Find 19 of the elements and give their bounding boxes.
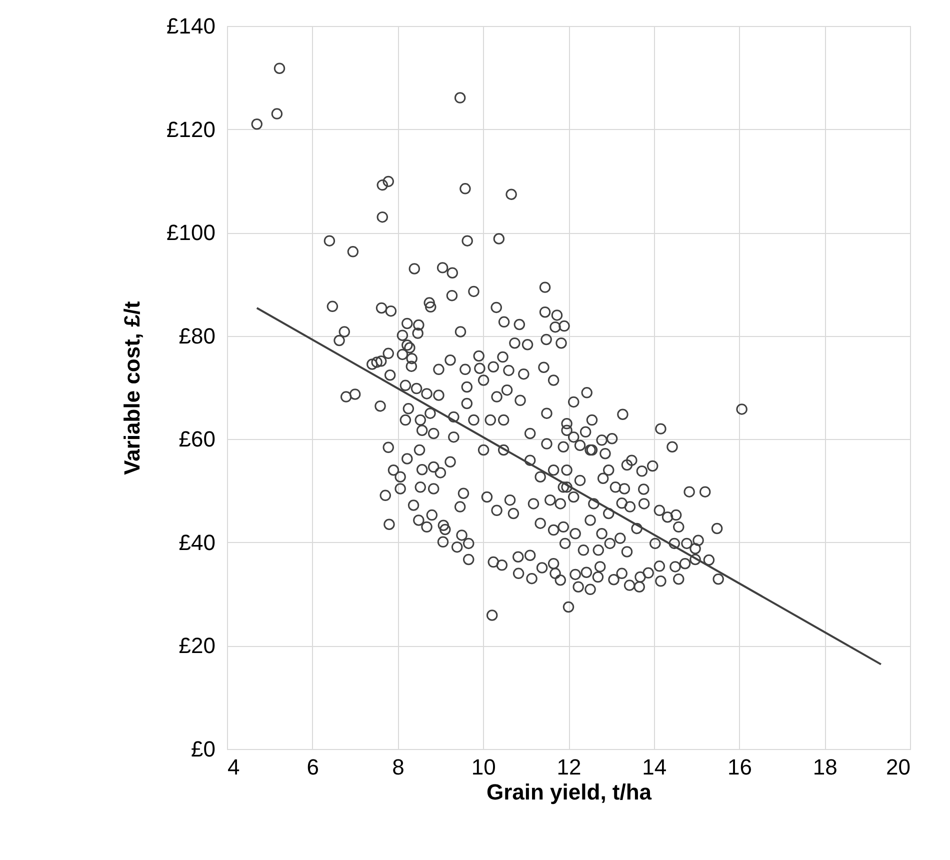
y-tick-label: £0: [191, 736, 216, 762]
y-tick-label: £20: [178, 633, 216, 658]
y-tick-label: £40: [178, 530, 216, 555]
y-tick-label: £120: [166, 116, 216, 142]
x-tick-label: 18: [812, 754, 838, 780]
x-tick-label: 8: [392, 754, 404, 780]
y-tick-label: £100: [166, 220, 216, 246]
x-axis-title: Grain yield, t/ha: [486, 780, 652, 804]
x-tick-label: 6: [306, 754, 319, 780]
y-tick-label: £80: [178, 323, 216, 348]
x-tick-label: 20: [886, 754, 910, 780]
y-tick-label: £60: [178, 426, 216, 452]
x-tick-label: 12: [556, 754, 582, 780]
y-axis-title: Variable cost, £/t: [120, 300, 145, 475]
x-tick-label: 14: [642, 754, 667, 780]
x-tick-label: 16: [728, 754, 752, 780]
x-tick-label: 4: [228, 754, 240, 780]
y-tick-label: £140: [166, 14, 216, 38]
x-tick-label: 10: [471, 754, 496, 780]
